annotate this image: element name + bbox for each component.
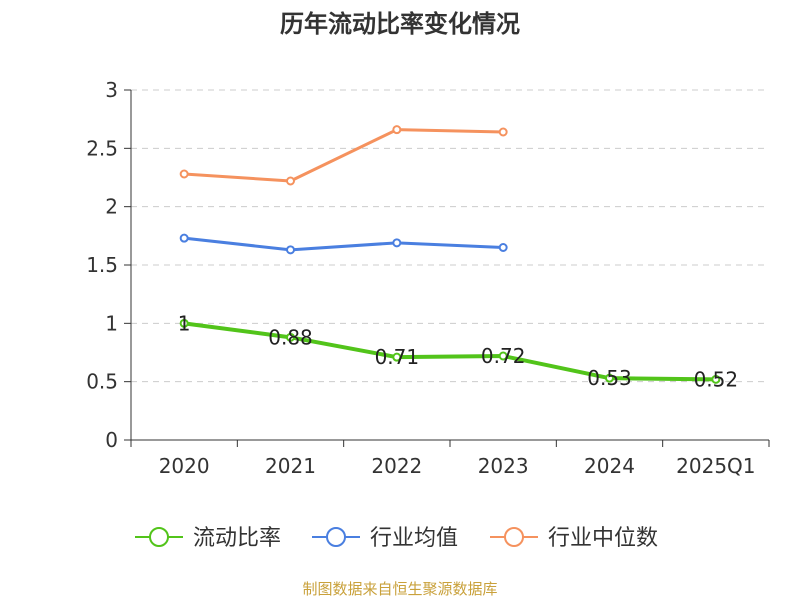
y-tick-label-3: 1.5: [86, 253, 118, 277]
data-label-2: 0.71: [375, 345, 420, 369]
grid-lines: [131, 89, 769, 383]
x-tick-label-1: 2021: [265, 454, 316, 478]
data-point-2-3: [498, 127, 508, 137]
data-point-2-0: [179, 169, 189, 179]
data-label-4: 0.53: [587, 366, 632, 390]
data-point-0-2: [392, 352, 402, 362]
data-point-1-0: [179, 233, 189, 243]
legend-marker-1: [326, 527, 346, 547]
data-point-1-1: [286, 245, 295, 255]
chart-title: 历年流动比率变化情况: [280, 10, 520, 38]
data-point-0-5: [711, 374, 721, 384]
data-label-0: 1: [178, 311, 191, 335]
data-point-0-1: [286, 332, 295, 342]
x-tick-label-0: 2020: [159, 454, 210, 478]
y-tick-label-2: 1: [105, 311, 118, 335]
data-point-2-1: [286, 176, 295, 186]
data-point-0-0: [179, 318, 189, 328]
axes: 0 0.5 1 1.5 2 2.5 3 2020 2021 2022 2023 2024 2025Q1: [86, 78, 770, 478]
y-tick-label-0: 0: [105, 428, 118, 452]
data-point-1-3: [498, 243, 508, 252]
series-line-0: [182, 321, 718, 382]
data-label-3: 0.72: [481, 344, 526, 368]
legend-label-1: 行业均值: [370, 526, 458, 551]
legend-marker-2: [504, 527, 524, 547]
y-tick-label-1: 0.5: [86, 370, 118, 394]
y-tick-label-5: 2.5: [86, 136, 118, 160]
data-point-1-2: [392, 238, 402, 248]
data-label-1: 0.88: [268, 325, 313, 349]
x-tick-label-5: 2025Q1: [676, 454, 755, 478]
x-tick-label-4: 2024: [584, 454, 635, 478]
legend-label-0: 流动比率: [193, 526, 281, 551]
legend-marker-0: [149, 527, 169, 547]
source-note: 制图数据来自恒生聚源数据库: [302, 580, 497, 598]
series-lines: [179, 125, 721, 384]
data-point-2-2: [392, 125, 402, 135]
data-point-0-3: [498, 351, 508, 361]
y-tick-label-6: 3: [105, 78, 118, 102]
data-label-5: 0.52: [694, 367, 739, 391]
x-tick-label-2: 2022: [371, 454, 422, 478]
legend: 流动比率 行业均值 行业中位数: [135, 526, 658, 551]
data-point-0-4: [605, 373, 614, 383]
x-tick-label-3: 2023: [478, 454, 529, 478]
legend-label-2: 行业中位数: [548, 526, 658, 551]
data-labels: 1 0.88 0.71 0.72 0.53 0.52: [178, 311, 738, 391]
series-line-2: [182, 128, 505, 183]
y-tick-label-4: 2: [105, 195, 118, 219]
series-line-1: [182, 236, 505, 252]
